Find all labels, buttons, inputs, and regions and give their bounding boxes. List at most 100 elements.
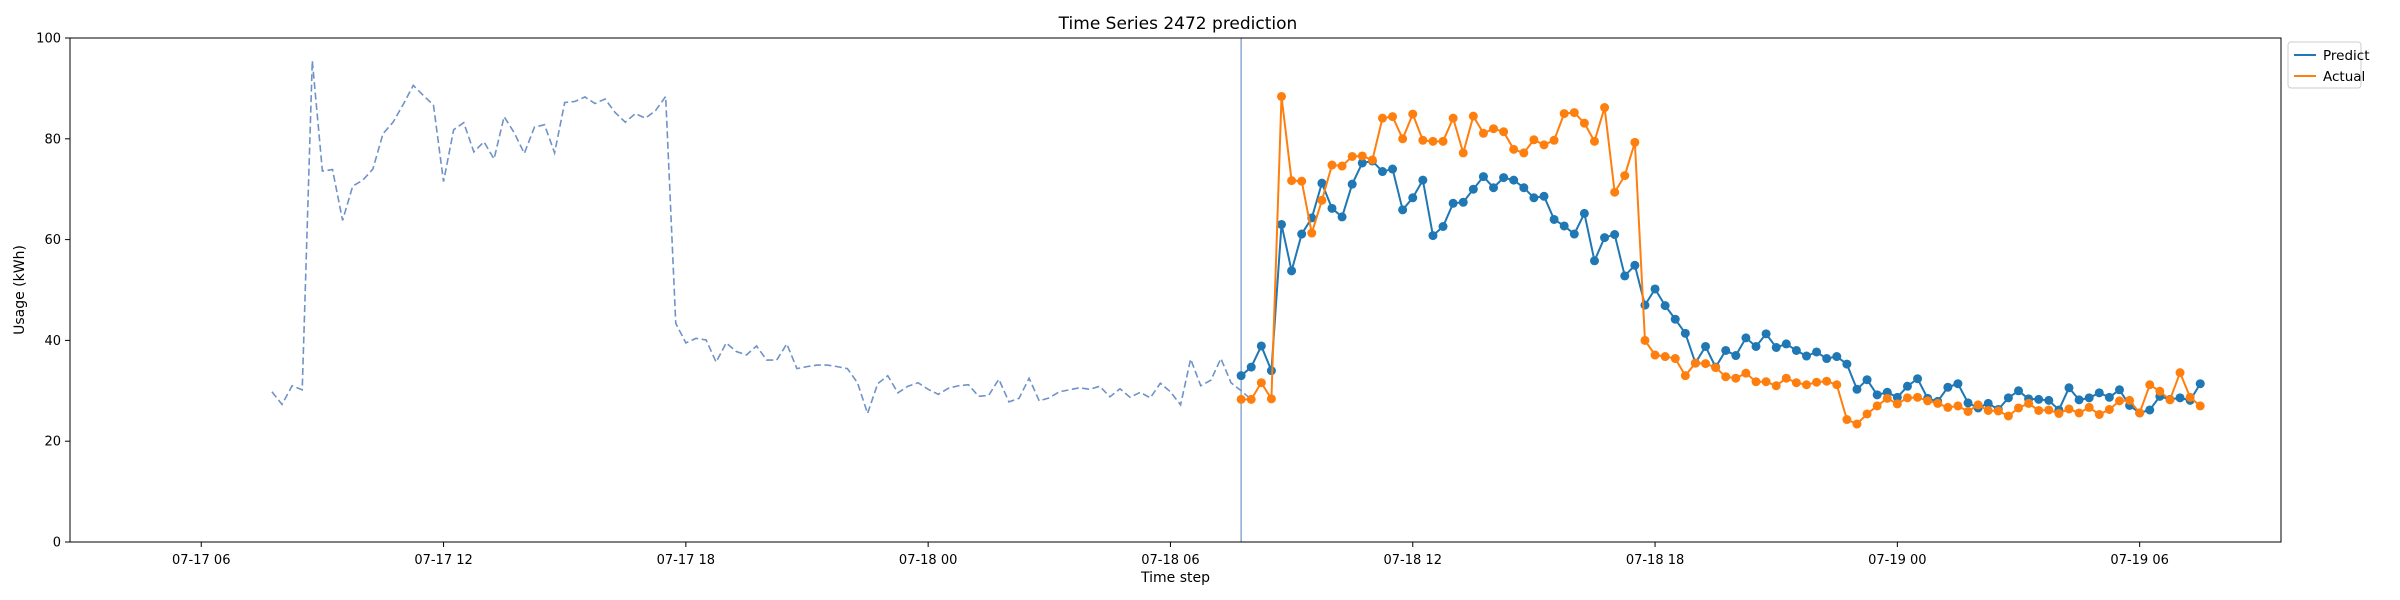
actual-point — [1973, 400, 1983, 410]
actual-point — [1963, 406, 1973, 416]
predict-point — [1297, 229, 1307, 239]
predict-point — [1499, 173, 1509, 183]
predict-point — [1721, 345, 1731, 355]
predict-point — [1741, 333, 1751, 343]
predict-point — [2114, 385, 2124, 395]
actual-point — [1630, 137, 1640, 147]
actual-point — [1246, 394, 1256, 404]
predict-point — [1812, 347, 1822, 357]
y-tick-label: 60 — [44, 233, 61, 248]
actual-point — [1438, 136, 1448, 146]
predict-point — [1751, 341, 1761, 351]
actual-point — [1579, 118, 1589, 128]
predict-point — [1731, 351, 1741, 361]
predict-point — [1236, 371, 1246, 381]
actual-point — [1398, 134, 1408, 144]
actual-point — [1327, 160, 1337, 170]
actual-point — [2185, 392, 2195, 402]
predict-point — [1670, 314, 1680, 324]
predict-point — [1337, 212, 1347, 222]
actual-point — [2084, 402, 2094, 412]
predict-point — [2044, 395, 2054, 405]
predict-point — [1559, 221, 1569, 231]
predict-point — [2145, 405, 2155, 415]
x-axis-title: Time step — [1140, 570, 1210, 586]
predict-point — [1589, 256, 1599, 266]
legend-label-actual: Actual — [2323, 69, 2365, 85]
predict-point — [1983, 398, 1993, 408]
actual-point — [1539, 140, 1549, 150]
predict-point — [1943, 382, 1953, 392]
actual-point — [1388, 112, 1398, 122]
predict-point — [1620, 271, 1630, 281]
actual-point — [1317, 195, 1327, 205]
actual-point — [2094, 409, 2104, 419]
actual-point — [1741, 368, 1751, 378]
actual-point — [1620, 171, 1630, 181]
predict-point — [1801, 351, 1811, 361]
actual-point — [1266, 394, 1276, 404]
actual-point — [1892, 399, 1902, 409]
x-tick-label: 07-18 18 — [1626, 553, 1684, 568]
actual-point — [1418, 135, 1428, 145]
predict-point — [1448, 198, 1458, 208]
y-tick-label: 100 — [36, 32, 61, 47]
actual-point — [1478, 128, 1488, 138]
actual-point — [1589, 136, 1599, 146]
actual-point — [1711, 363, 1721, 373]
actual-point — [1993, 406, 2003, 416]
actual-point — [1660, 352, 1670, 362]
actual-point — [1771, 381, 1781, 391]
predict-point — [1388, 164, 1398, 174]
actual-point — [1347, 151, 1357, 161]
chart-title: Time Series 2472 prediction — [1058, 14, 1298, 34]
actual-point — [1761, 377, 1771, 387]
actual-point — [2024, 398, 2034, 408]
actual-point — [1953, 401, 1963, 411]
actual-point — [2145, 380, 2155, 390]
actual-point — [1256, 378, 1266, 388]
predict-point — [1953, 379, 1963, 389]
actual-point — [1519, 148, 1529, 158]
actual-point — [2064, 404, 2074, 414]
predict-point — [1761, 329, 1771, 339]
predict-point — [1287, 266, 1297, 276]
actual-point — [1670, 354, 1680, 364]
x-tick-label: 07-17 18 — [657, 553, 715, 568]
actual-point — [2114, 396, 2124, 406]
actual-point — [2014, 403, 2024, 413]
actual-point — [1610, 187, 1620, 197]
actual-point — [1529, 135, 1539, 145]
actual-point — [1842, 415, 1852, 425]
actual-point — [2175, 368, 2185, 378]
predict-point — [2003, 393, 2013, 403]
plot-frame — [69, 37, 2282, 543]
predict-line — [1240, 159, 2202, 415]
x-tick-label: 07-18 06 — [1141, 553, 1199, 568]
predict-point — [1913, 374, 1923, 384]
actual-point — [1509, 144, 1519, 154]
predict-point — [1791, 345, 1801, 355]
actual-point — [1650, 350, 1660, 360]
actual-point — [1600, 103, 1610, 113]
predict-point — [1408, 193, 1418, 203]
actual-point — [1428, 136, 1438, 146]
predict-point — [1872, 390, 1882, 400]
predict-point — [1357, 158, 1367, 168]
legend-label-predict: Predict — [2323, 48, 2370, 64]
x-tick-label: 07-17 06 — [172, 553, 230, 568]
predict-point — [1317, 178, 1327, 188]
actual-point — [1569, 108, 1579, 118]
actual-point — [1307, 228, 1317, 238]
actual-point — [1872, 401, 1882, 411]
actual-point — [1902, 393, 1912, 403]
predict-point — [1701, 341, 1711, 351]
actual-point — [2135, 408, 2145, 418]
y-tick-label: 20 — [44, 435, 61, 450]
actual-point — [1701, 359, 1711, 369]
actual-point — [2054, 408, 2064, 418]
predict-point — [2104, 392, 2114, 402]
predict-point — [2034, 394, 2044, 404]
predict-point — [1852, 384, 1862, 394]
